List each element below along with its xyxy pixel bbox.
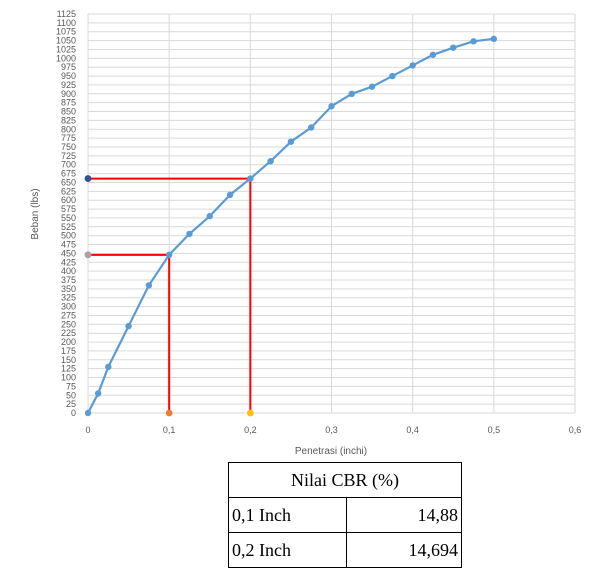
y-tick-label: 950 — [61, 71, 76, 81]
cbr-value-table: Nilai CBR (%) 0,1 Inch 14,88 0,2 Inch 14… — [228, 462, 463, 568]
data-point — [226, 191, 234, 199]
y-tick-label: 250 — [61, 319, 76, 329]
y-tick-label: 100 — [61, 373, 76, 383]
y-tick-label: 1050 — [56, 36, 76, 46]
reference-point — [165, 409, 173, 417]
y-tick-label: 425 — [61, 257, 76, 267]
y-tick-label: 400 — [61, 266, 76, 276]
data-point — [328, 103, 335, 110]
chart-gridlines — [87, 13, 576, 414]
y-tick-label: 900 — [61, 89, 76, 99]
data-point — [145, 282, 153, 289]
y-tick-label: 475 — [61, 240, 76, 250]
y-tick-label: 650 — [61, 177, 76, 187]
y-tick-label: 50 — [66, 390, 76, 400]
data-point — [429, 51, 437, 58]
y-tick-label: 925 — [61, 80, 76, 90]
y-tick-label: 875 — [61, 98, 76, 108]
y-tick-label: 675 — [61, 169, 76, 179]
y-tick-label: 725 — [61, 151, 76, 161]
y-tick-label: 1125 — [57, 9, 76, 19]
x-axis-title: Penetrasi (inchi) — [295, 446, 367, 457]
data-point — [206, 212, 213, 220]
data-point — [125, 322, 132, 330]
y-tick-label: 600 — [61, 195, 76, 205]
series-line — [87, 37, 494, 414]
y-tick-label: 700 — [61, 160, 76, 170]
row-label-0.1-inch: 0,1 Inch — [228, 497, 347, 533]
y-tick-label: 975 — [61, 62, 76, 72]
data-point — [470, 38, 477, 45]
y-tick-label: 75 — [66, 381, 76, 391]
row-label-0.2-inch: 0,2 Inch — [228, 532, 347, 568]
data-point — [84, 409, 92, 417]
y-tick-label: 850 — [61, 107, 76, 117]
x-tick-label: 0,1 — [163, 425, 176, 435]
data-point — [165, 251, 173, 259]
y-tick-label: 300 — [61, 302, 76, 312]
y-axis-tick-labels: 0255075100125150175200225250275300325350… — [56, 9, 76, 418]
y-tick-label: 200 — [61, 337, 76, 347]
data-point — [368, 83, 376, 90]
y-tick-label: 550 — [61, 213, 76, 223]
x-tick-label: 0,4 — [406, 425, 419, 435]
x-axis-tick-labels: 0 0,1 0,2 0,3 0,4 0,5 0,6 — [85, 425, 581, 435]
y-tick-label: 1025 — [56, 44, 76, 54]
y-tick-label: 375 — [61, 275, 76, 285]
data-point — [94, 390, 102, 397]
table-row: 0,2 Inch 14,694 — [228, 532, 463, 568]
data-point — [490, 35, 498, 43]
y-tick-label: 825 — [61, 115, 76, 125]
y-tick-label: 1075 — [56, 27, 76, 37]
x-tick-label: 0,5 — [488, 425, 501, 435]
y-tick-label: 225 — [61, 328, 76, 338]
reference-points — [84, 175, 254, 417]
y-axis-title: Beban (lbs) — [30, 188, 41, 239]
y-tick-label: 500 — [61, 231, 76, 241]
y-tick-label: 350 — [61, 284, 76, 294]
y-tick-label: 25 — [66, 399, 76, 409]
data-point — [308, 124, 315, 131]
y-tick-label: 775 — [61, 133, 76, 143]
row-value-0.1-inch: 14,88 — [345, 497, 463, 533]
x-tick-label: 0,3 — [325, 425, 338, 435]
x-tick-label: 0,6 — [569, 425, 582, 435]
y-tick-label: 1100 — [57, 18, 76, 28]
y-tick-label: 325 — [61, 293, 76, 303]
y-tick-label: 175 — [61, 346, 76, 356]
x-tick-label: 0,2 — [244, 425, 257, 435]
data-point — [409, 62, 416, 69]
y-tick-label: 450 — [61, 248, 76, 258]
data-point — [450, 44, 457, 51]
y-tick-label: 150 — [61, 355, 76, 365]
y-tick-label: 525 — [61, 222, 76, 232]
y-tick-label: 275 — [61, 310, 76, 320]
row-value-0.2-inch: 14,694 — [345, 532, 463, 568]
data-point — [389, 72, 396, 80]
table-header-row: Nilai CBR (%) — [228, 462, 462, 498]
y-tick-label: 125 — [61, 364, 76, 374]
data-point — [105, 363, 112, 371]
table-row: 0,1 Inch 14,88 — [228, 497, 463, 533]
data-point — [267, 157, 274, 165]
y-tick-label: 800 — [61, 124, 76, 134]
reference-point — [246, 409, 254, 417]
table-title: Nilai CBR (%) — [228, 462, 462, 498]
y-tick-label: 1000 — [56, 53, 76, 63]
data-series — [84, 35, 498, 417]
data-point — [287, 138, 295, 145]
y-tick-label: 0 — [71, 408, 76, 418]
data-point — [186, 230, 193, 238]
data-point — [348, 90, 355, 98]
y-tick-label: 575 — [61, 204, 76, 214]
reference-point — [84, 175, 92, 182]
reference-point — [84, 251, 92, 259]
x-tick-label: 0 — [85, 425, 90, 435]
cbr-line-chart: 0255075100125150175200225250275300325350… — [30, 9, 581, 457]
y-tick-label: 625 — [61, 186, 76, 196]
y-tick-label: 750 — [61, 142, 76, 152]
data-point — [247, 175, 254, 182]
